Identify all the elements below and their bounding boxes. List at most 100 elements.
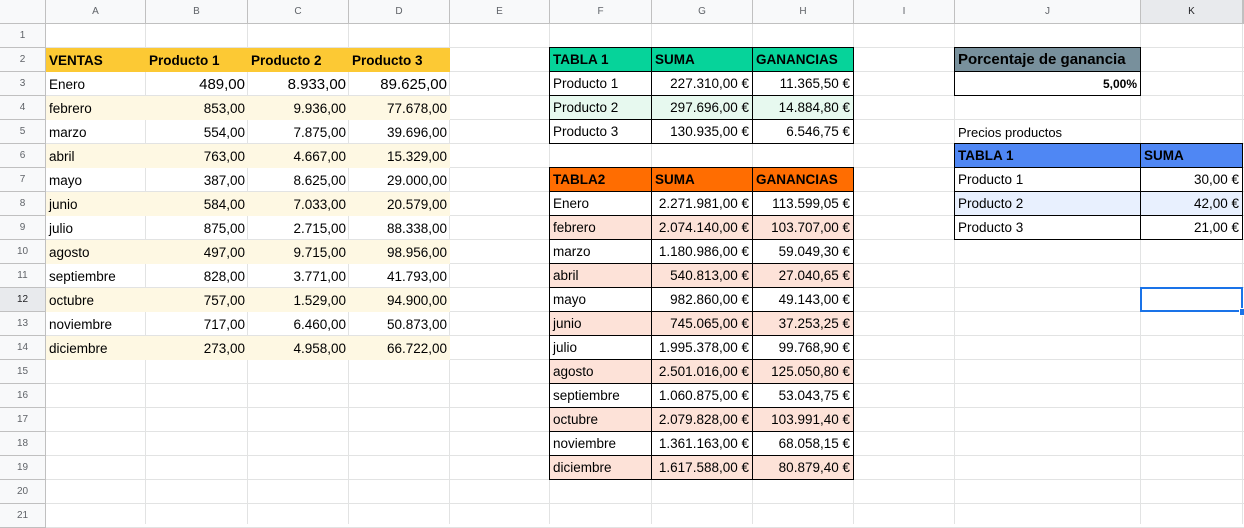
row-header-6[interactable]: 6 <box>0 144 46 168</box>
ventas-value-cell[interactable]: 41.793,00 <box>386 268 447 284</box>
precios-value-cell[interactable]: 30,00 € <box>1141 168 1243 192</box>
ventas-month-label[interactable]: Enero <box>49 76 86 92</box>
ventas-month-label[interactable]: mayo <box>49 172 83 188</box>
ventas-value-cell[interactable]: 497,00 <box>146 240 248 264</box>
tabla2-value-cell[interactable]: 1.361.163,00 € <box>652 432 753 456</box>
ventas-value-cell[interactable]: 8.625,00 <box>293 172 346 188</box>
tabla2-month-label[interactable]: Enero <box>549 192 652 216</box>
tabla2-value-cell[interactable]: 80.879,40 € <box>753 456 854 480</box>
tabla2-value-cell[interactable]: 1.060.875,00 € <box>652 384 753 408</box>
row-header-13[interactable]: 13 <box>0 312 46 336</box>
tabla2-value-cell[interactable]: 99.768,90 € <box>753 336 854 360</box>
ventas-value-cell[interactable]: 853,00 <box>146 96 248 120</box>
tabla2-month-label[interactable]: agosto <box>549 360 652 384</box>
tabla2-value-cell[interactable]: 982.860,00 € <box>652 288 753 312</box>
ventas-header-4[interactable]: Producto 3 <box>349 48 450 72</box>
ventas-value-cell[interactable]: 98.956,00 <box>349 240 450 264</box>
tabla2-value-cell[interactable]: 103.991,40 € <box>753 408 854 432</box>
tabla2-value-cell[interactable]: 1.180.986,00 € <box>652 240 753 264</box>
column-header-D[interactable]: D <box>349 0 450 24</box>
ventas-value-cell[interactable]: 39.696,00 <box>386 124 447 140</box>
tabla2-header-3[interactable]: GANANCIAS <box>753 167 854 192</box>
row-header-20[interactable]: 20 <box>0 480 46 504</box>
ventas-value-cell[interactable]: 489,00 <box>199 75 245 93</box>
tabla1-value-cell[interactable]: 11.365,50 € <box>753 72 854 96</box>
selected-cell-outline[interactable] <box>1140 287 1243 312</box>
ventas-value-cell[interactable]: 89.625,00 <box>380 75 447 93</box>
tabla2-value-cell[interactable]: 103.707,00 € <box>753 216 854 240</box>
tabla2-value-cell[interactable]: 2.501.016,00 € <box>652 360 753 384</box>
tabla1-header-2[interactable]: SUMA <box>652 47 753 72</box>
ventas-value-cell[interactable]: 7.033,00 <box>248 192 349 216</box>
ventas-value-cell[interactable]: 757,00 <box>146 288 248 312</box>
ventas-value-cell[interactable]: 2.715,00 <box>293 220 346 236</box>
row-header-5[interactable]: 5 <box>0 120 46 144</box>
tabla2-value-cell[interactable]: 49.143,00 € <box>753 288 854 312</box>
tabla2-value-cell[interactable]: 1.995.378,00 € <box>652 336 753 360</box>
tabla1-value-cell[interactable]: 297.696,00 € <box>652 96 753 120</box>
row-header-10[interactable]: 10 <box>0 240 46 264</box>
ventas-month-label[interactable]: septiembre <box>49 268 116 284</box>
tabla2-value-cell[interactable]: 540.813,00 € <box>652 264 753 288</box>
tabla1-value-cell[interactable]: 6.546,75 € <box>753 120 854 144</box>
ventas-value-cell[interactable]: 9.936,00 <box>248 96 349 120</box>
row-header-4[interactable]: 4 <box>0 96 46 120</box>
fill-handle[interactable] <box>1239 308 1244 316</box>
precios-product-label[interactable]: Producto 2 <box>954 192 1141 216</box>
tabla2-value-cell[interactable]: 2.074.140,00 € <box>652 216 753 240</box>
ventas-value-cell[interactable]: 4.958,00 <box>248 336 349 360</box>
precios-product-label[interactable]: Producto 1 <box>954 168 1141 192</box>
ventas-value-cell[interactable]: 66.722,00 <box>349 336 450 360</box>
ventas-value-cell[interactable]: 1.529,00 <box>248 288 349 312</box>
select-all-corner[interactable] <box>0 0 46 24</box>
row-header-18[interactable]: 18 <box>0 432 46 456</box>
ventas-month-label[interactable]: octubre <box>46 288 146 312</box>
tabla2-value-cell[interactable]: 37.253,25 € <box>753 312 854 336</box>
column-header-H[interactable]: H <box>753 0 854 24</box>
ventas-value-cell[interactable]: 50.873,00 <box>386 316 447 332</box>
tabla2-value-cell[interactable]: 113.599,05 € <box>753 192 854 216</box>
row-header-14[interactable]: 14 <box>0 336 46 360</box>
ventas-value-cell[interactable]: 29.000,00 <box>386 172 447 188</box>
ventas-value-cell[interactable]: 20.579,00 <box>349 192 450 216</box>
column-header-J[interactable]: J <box>955 0 1141 24</box>
ventas-month-label[interactable]: febrero <box>46 96 146 120</box>
tabla1-header-3[interactable]: GANANCIAS <box>753 47 854 72</box>
column-header-E[interactable]: E <box>450 0 550 24</box>
tabla2-month-label[interactable]: mayo <box>549 288 652 312</box>
column-header-G[interactable]: G <box>652 0 753 24</box>
row-header-1[interactable]: 1 <box>0 24 46 48</box>
ventas-month-label[interactable]: noviembre <box>49 316 113 332</box>
precios-caption[interactable]: Precios productos <box>958 124 1063 140</box>
ventas-value-cell[interactable]: 273,00 <box>146 336 248 360</box>
row-header-9[interactable]: 9 <box>0 216 46 240</box>
tabla2-value-cell[interactable]: 745.065,00 € <box>652 312 753 336</box>
ventas-value-cell[interactable]: 77.678,00 <box>349 96 450 120</box>
tabla2-month-label[interactable]: febrero <box>549 216 652 240</box>
column-header-F[interactable]: F <box>550 0 652 24</box>
tabla2-value-cell[interactable]: 125.050,80 € <box>753 360 854 384</box>
ventas-value-cell[interactable]: 4.667,00 <box>248 144 349 168</box>
tabla2-month-label[interactable]: marzo <box>549 240 652 264</box>
column-header-A[interactable]: A <box>46 0 146 24</box>
row-header-2[interactable]: 2 <box>0 48 46 72</box>
ventas-value-cell[interactable]: 3.771,00 <box>293 268 346 284</box>
ventas-value-cell[interactable]: 717,00 <box>203 316 245 332</box>
tabla2-value-cell[interactable]: 53.043,75 € <box>753 384 854 408</box>
tabla2-month-label[interactable]: noviembre <box>549 432 652 456</box>
precios-header-1[interactable]: TABLA 1 <box>954 143 1141 168</box>
ventas-value-cell[interactable]: 8.933,00 <box>287 75 346 93</box>
ventas-value-cell[interactable]: 94.900,00 <box>349 288 450 312</box>
ventas-value-cell[interactable]: 828,00 <box>203 268 245 284</box>
row-header-7[interactable]: 7 <box>0 168 46 192</box>
row-header-8[interactable]: 8 <box>0 192 46 216</box>
ventas-value-cell[interactable]: 7.875,00 <box>293 124 346 140</box>
precios-value-cell[interactable]: 21,00 € <box>1141 216 1243 240</box>
tabla1-header-1[interactable]: TABLA 1 <box>549 47 652 72</box>
row-header-3[interactable]: 3 <box>0 72 46 96</box>
ventas-value-cell[interactable]: 387,00 <box>203 172 245 188</box>
ventas-value-cell[interactable]: 6.460,00 <box>293 316 346 332</box>
precios-value-cell[interactable]: 42,00 € <box>1141 192 1243 216</box>
row-header-15[interactable]: 15 <box>0 360 46 384</box>
column-header-B[interactable]: B <box>146 0 248 24</box>
